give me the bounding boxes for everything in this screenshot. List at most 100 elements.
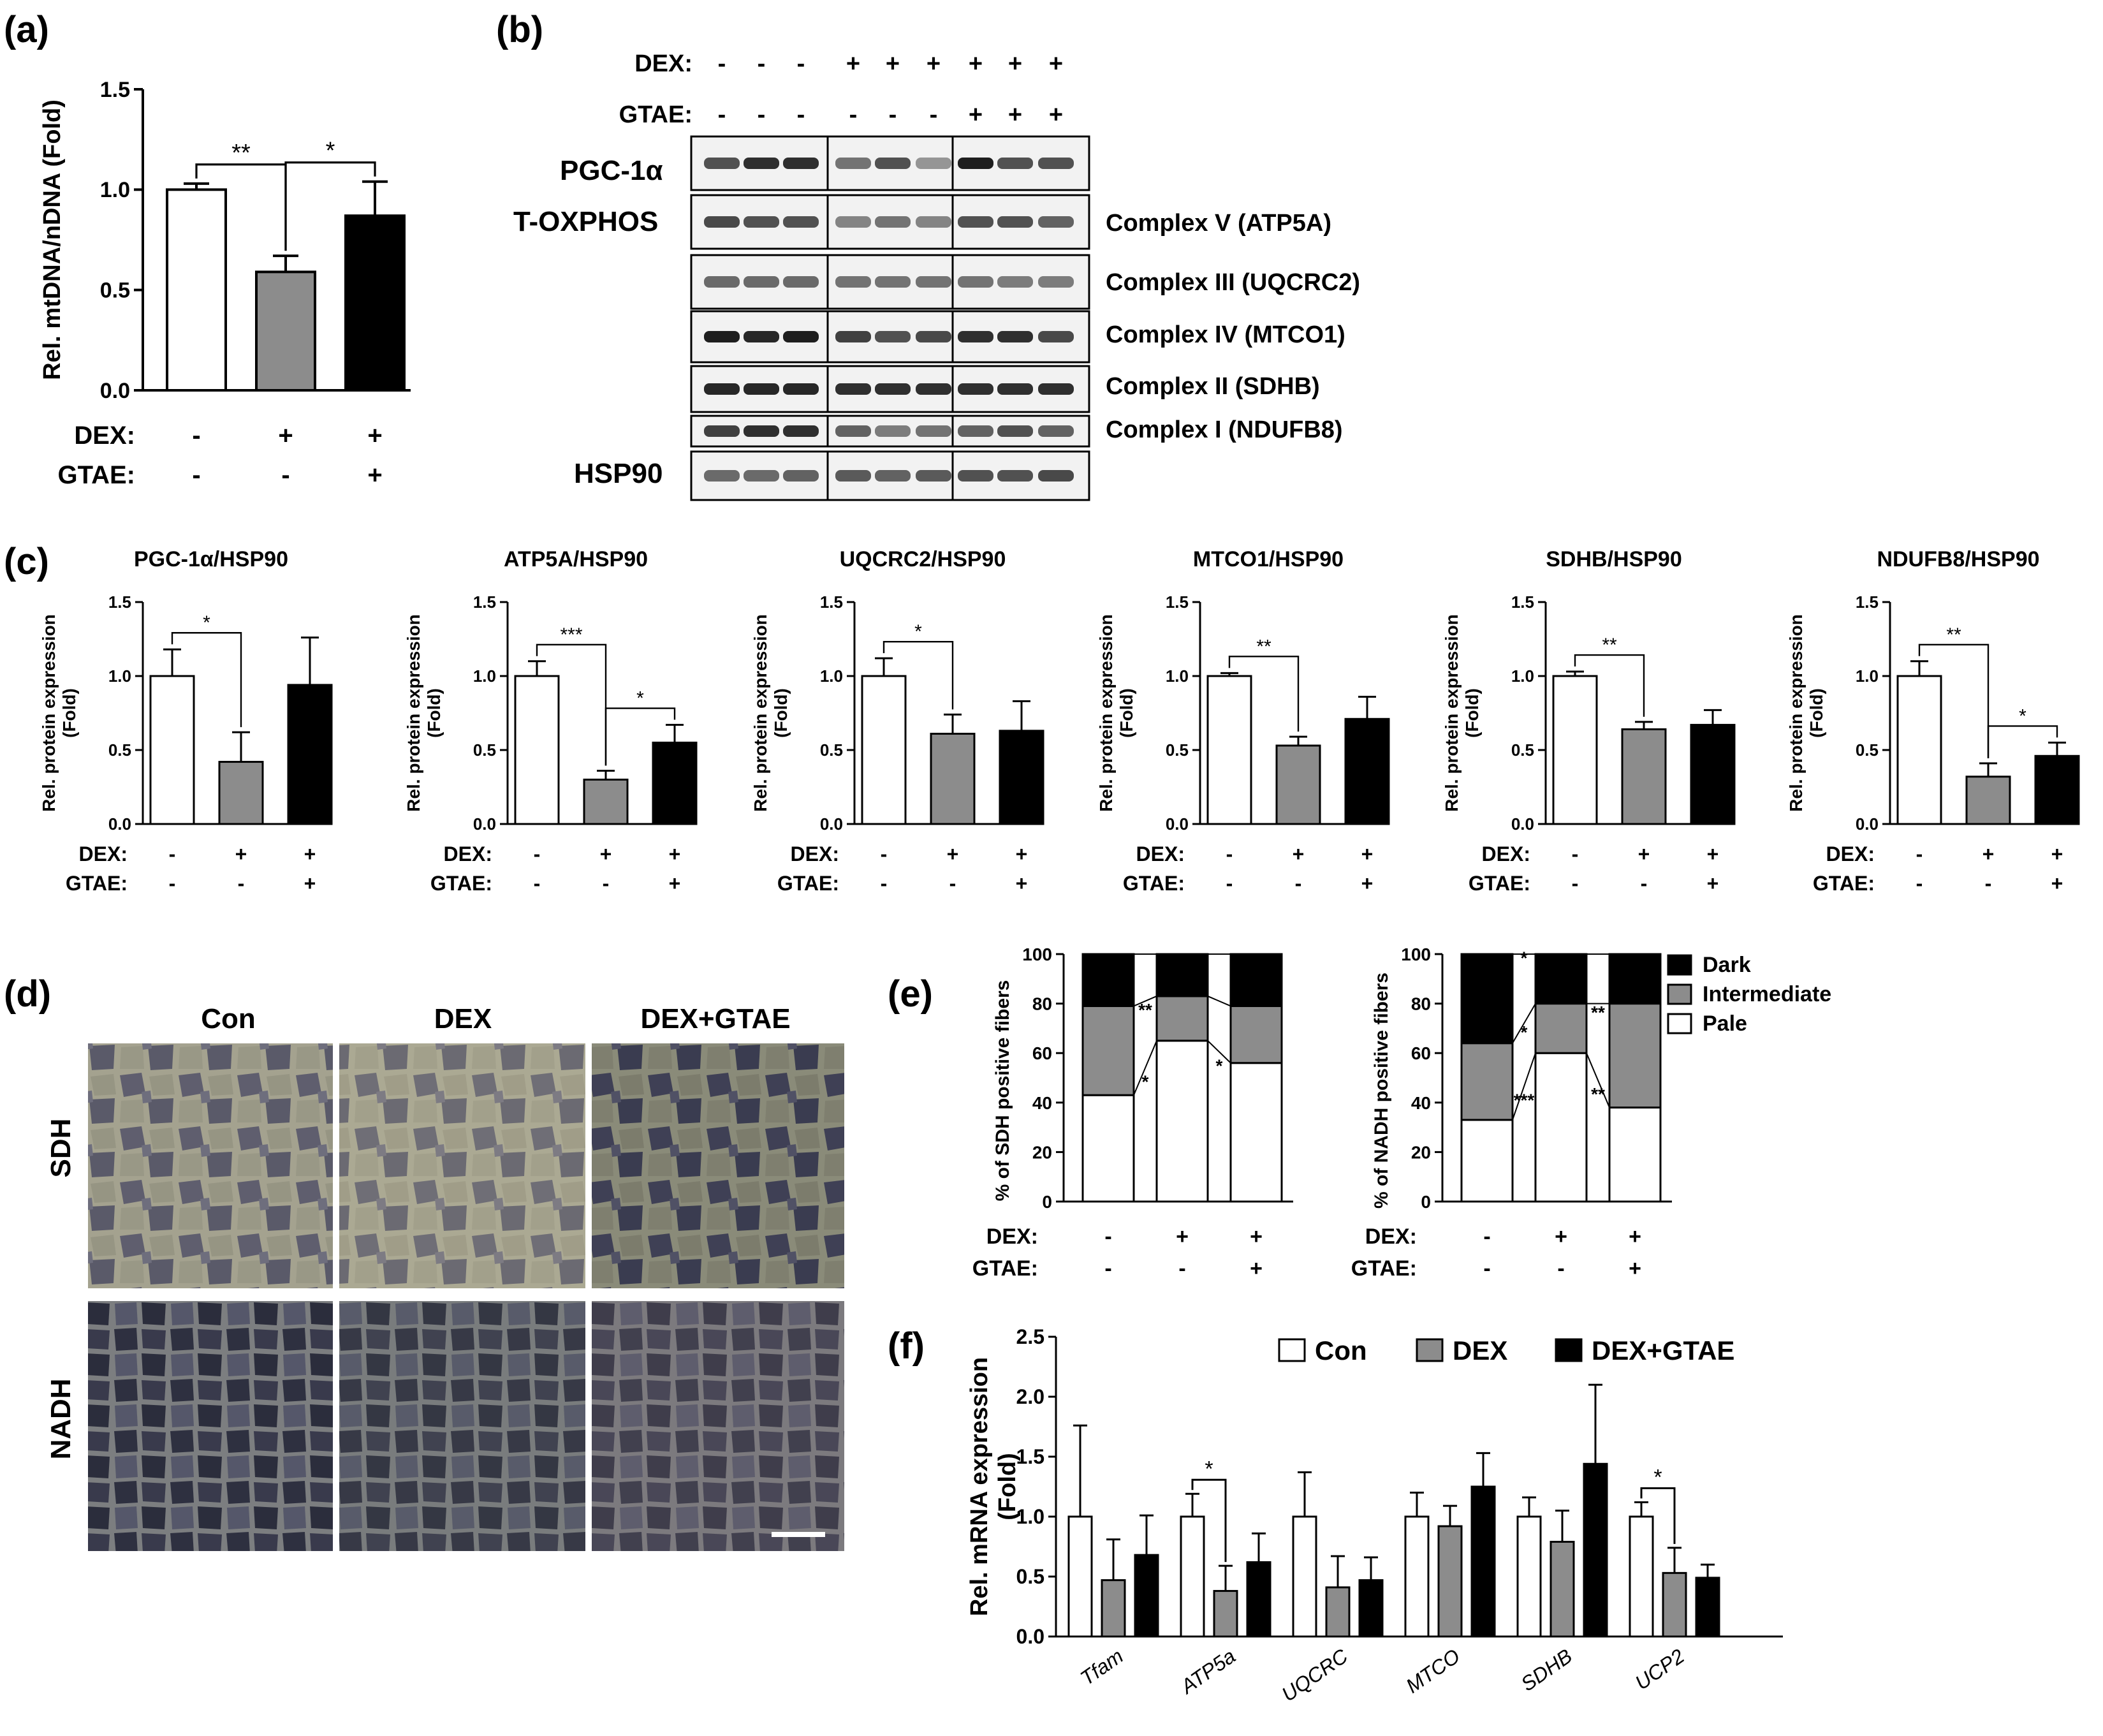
e1-dex-label: DEX: bbox=[986, 1225, 1038, 1249]
f-legend-label-2: DEX+GTAE bbox=[1592, 1335, 1734, 1365]
c5-bar-0 bbox=[1552, 675, 1598, 825]
a-bar-0 bbox=[166, 188, 227, 392]
blot-strip-complex-ii bbox=[690, 365, 1090, 413]
histology-row-sdh: SDH bbox=[45, 1119, 77, 1178]
blot-band bbox=[997, 383, 1033, 395]
c3-dex-sign: - bbox=[881, 842, 888, 865]
c4-dex-sign: - bbox=[1226, 842, 1233, 865]
blot-dex-sign: - bbox=[797, 50, 805, 77]
c4-ytick-label: 0.5 bbox=[1166, 740, 1189, 760]
f-bar-dex-gtae bbox=[1695, 1577, 1720, 1638]
f-ytick-label: 1.5 bbox=[1016, 1445, 1044, 1468]
a-ylabel: Rel. mtDNA/nDNA (Fold) bbox=[39, 99, 66, 380]
f-ytick-label: 0.0 bbox=[1016, 1625, 1044, 1648]
e1-sig-label: * bbox=[1142, 1072, 1149, 1092]
chart-c4: 0.0 0.5 1.0 1.5 Rel. protein expression (Fold… bbox=[1096, 547, 1390, 895]
histology-col-dex: DEX bbox=[434, 1003, 492, 1034]
blot-label-complex-iii: Complex III (UQCRC2) bbox=[1106, 269, 1360, 296]
e1-gtae-sign: + bbox=[1250, 1256, 1263, 1281]
blot-band bbox=[744, 425, 779, 437]
blot-label-pgc1a: PGC-1α bbox=[560, 155, 663, 186]
blot-band bbox=[916, 425, 951, 437]
c1-bar-0 bbox=[149, 675, 195, 825]
chart-mrna-expression: 0.0 0.5 1.0 1.5 2.0 2.5 Rel. mRNA expression (F… bbox=[966, 1325, 1783, 1706]
e1-gtae-sign: - bbox=[1104, 1256, 1111, 1281]
f-bar-dex-gtae bbox=[1470, 1485, 1496, 1638]
e2-sig-label: * bbox=[1521, 1022, 1528, 1042]
blot-band bbox=[997, 216, 1033, 228]
c6-dex-label: DEX: bbox=[1826, 842, 1875, 865]
blot-band bbox=[875, 216, 911, 228]
chart-c1: 0.0 0.5 1.0 1.5 Rel. protein expression (Fold… bbox=[39, 547, 333, 895]
c3-dex-sign: + bbox=[1016, 842, 1028, 865]
e2-dex-sign: + bbox=[1555, 1225, 1567, 1249]
c3-bar-0 bbox=[861, 675, 907, 825]
f-bar-dex-gtae bbox=[1583, 1462, 1608, 1638]
c6-dex-sign: + bbox=[2051, 842, 2063, 865]
blot-strip-complex-iii bbox=[690, 254, 1090, 310]
blot-band bbox=[704, 276, 740, 288]
e1-sig-label: ** bbox=[1138, 1000, 1152, 1020]
c4-dex-sign: + bbox=[1293, 842, 1305, 865]
blot-dex-sign: - bbox=[718, 50, 726, 77]
c2-sig-bracket bbox=[605, 707, 676, 766]
a-sig-label: ** bbox=[231, 140, 251, 166]
blot-gtae-label: GTAE: bbox=[619, 101, 692, 128]
blot-band bbox=[916, 470, 951, 482]
c4-bar-0 bbox=[1206, 675, 1252, 825]
blot-band bbox=[783, 383, 819, 395]
blot-band bbox=[997, 331, 1033, 342]
blot-band bbox=[958, 383, 993, 395]
e1-ytick-label: 100 bbox=[1022, 945, 1052, 964]
a-sig-label: * bbox=[326, 138, 335, 165]
f-bar-dex-gtae bbox=[1134, 1554, 1159, 1638]
e2-seg-dark bbox=[1534, 953, 1588, 1005]
f-bar-dex-gtae bbox=[1246, 1561, 1271, 1638]
legend-swatch-pale bbox=[1667, 1013, 1692, 1034]
panel-label-d: (d) bbox=[4, 973, 51, 1015]
c1-dex-label: DEX: bbox=[79, 842, 128, 865]
f-sig-bracket bbox=[1640, 1487, 1676, 1544]
blot-gtae-sign: + bbox=[1049, 101, 1063, 128]
c5-ylabel: Rel. protein expression bbox=[1442, 614, 1462, 812]
blot-band bbox=[783, 331, 819, 342]
e2-dex-sign: - bbox=[1483, 1225, 1490, 1249]
c2-ylabel: (Fold) bbox=[424, 688, 444, 738]
blot-gtae-sign: - bbox=[930, 101, 938, 128]
legend-fiber-staining: Dark Intermediate Pale bbox=[1667, 953, 1831, 1036]
histology-image-con-nadh bbox=[88, 1301, 333, 1551]
blot-band bbox=[744, 470, 779, 482]
blot-gtae-sign: - bbox=[718, 101, 726, 128]
e2-sig-label: * bbox=[1521, 948, 1528, 968]
c4-gtae-sign: + bbox=[1361, 872, 1374, 895]
f-legend: Con DEX DEX+GTAE bbox=[1278, 1335, 1734, 1365]
c6-gtae-sign: - bbox=[1916, 872, 1923, 895]
a-dex-sign: - bbox=[192, 422, 200, 450]
f-sig-label: * bbox=[1653, 1465, 1662, 1489]
c4-ylabel: Rel. protein expression bbox=[1096, 614, 1116, 812]
f-bar-dex bbox=[1325, 1586, 1351, 1638]
c2-ytick-label: 0.0 bbox=[473, 814, 496, 834]
c1-gtae-label: GTAE: bbox=[66, 872, 128, 895]
chart-protein-expression: 0.0 0.5 1.0 1.5 Rel. protein expression (Fold… bbox=[39, 547, 2080, 895]
blot-band bbox=[744, 331, 779, 342]
c3-ylabel: (Fold) bbox=[771, 688, 791, 738]
blot-band bbox=[1038, 276, 1074, 288]
c5-bar-2 bbox=[1690, 724, 1736, 825]
f-bar-con bbox=[1404, 1515, 1430, 1638]
e2-seg-pale bbox=[1608, 1107, 1662, 1203]
c4-bar-2 bbox=[1344, 717, 1390, 825]
c5-ytick-label: 1.0 bbox=[1511, 666, 1534, 686]
e2-seg-intermediate bbox=[1534, 1003, 1588, 1054]
blot-strip-complex-i bbox=[690, 415, 1090, 448]
e1-seg-pale bbox=[1229, 1062, 1283, 1203]
c5-sig-label: ** bbox=[1602, 635, 1617, 656]
c2-bar-1 bbox=[583, 778, 629, 825]
a-ytick-label: 1.0 bbox=[100, 178, 130, 202]
blot-dex-sign: + bbox=[927, 50, 941, 77]
e2-seg-pale bbox=[1460, 1119, 1514, 1203]
f-bar-dex-gtae bbox=[1358, 1579, 1384, 1638]
c3-ytick-label: 1.5 bbox=[820, 592, 843, 612]
c4-title: MTCO1/HSP90 bbox=[1193, 547, 1344, 571]
